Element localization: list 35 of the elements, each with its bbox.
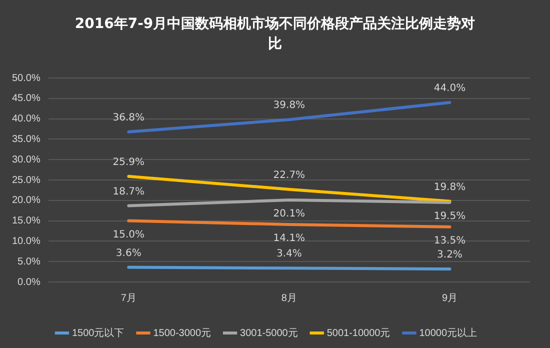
y-tick-label: 25.0% bbox=[12, 174, 40, 186]
legend-label: 1500元以下 bbox=[72, 326, 124, 339]
data-label: 22.7% bbox=[273, 170, 306, 181]
y-tick-label: 10.0% bbox=[12, 236, 40, 247]
data-label: 3.4% bbox=[276, 248, 302, 260]
data-label: 36.8% bbox=[112, 112, 145, 124]
data-label: 19.8% bbox=[434, 182, 466, 193]
data-label: 25.9% bbox=[112, 156, 145, 168]
data-label: 15.0% bbox=[112, 229, 145, 240]
legend-label: 10000元以上 bbox=[419, 326, 478, 339]
x-tick-label: 9月 bbox=[442, 292, 458, 304]
y-tick-label: 15.0% bbox=[12, 216, 40, 227]
y-tick-label: 20.0% bbox=[12, 195, 40, 206]
legend-label: 5001-10000元 bbox=[326, 328, 390, 339]
legend-label: 1500-3000元 bbox=[153, 328, 212, 339]
x-tick-label: 8月 bbox=[281, 292, 297, 304]
y-tick-label: 5.0% bbox=[18, 256, 40, 268]
data-label: 19.5% bbox=[434, 211, 466, 222]
data-label: 39.8% bbox=[273, 100, 306, 112]
legend-label: 3001-5000元 bbox=[240, 328, 298, 339]
data-label: 3.6% bbox=[116, 248, 142, 259]
data-label: 14.1% bbox=[273, 233, 306, 244]
y-tick-label: 30.0% bbox=[12, 154, 40, 166]
x-tick-label: 7月 bbox=[120, 292, 136, 304]
data-label: 18.7% bbox=[112, 186, 145, 198]
data-label: 3.2% bbox=[437, 250, 462, 261]
y-tick-label: 45.0% bbox=[12, 93, 40, 104]
data-label: 20.1% bbox=[273, 208, 306, 220]
chart-title: 2016年7-9月中国数码相机市场不同价格段产品关注比例走势对比 bbox=[74, 14, 476, 54]
y-tick-label: 40.0% bbox=[12, 114, 40, 125]
data-label: 44.0% bbox=[434, 83, 466, 94]
y-tick-label: 0.0% bbox=[18, 276, 40, 288]
data-label: 13.5% bbox=[434, 236, 466, 247]
y-tick-label: 35.0% bbox=[12, 134, 40, 145]
y-tick-label: 50.0% bbox=[12, 72, 40, 84]
